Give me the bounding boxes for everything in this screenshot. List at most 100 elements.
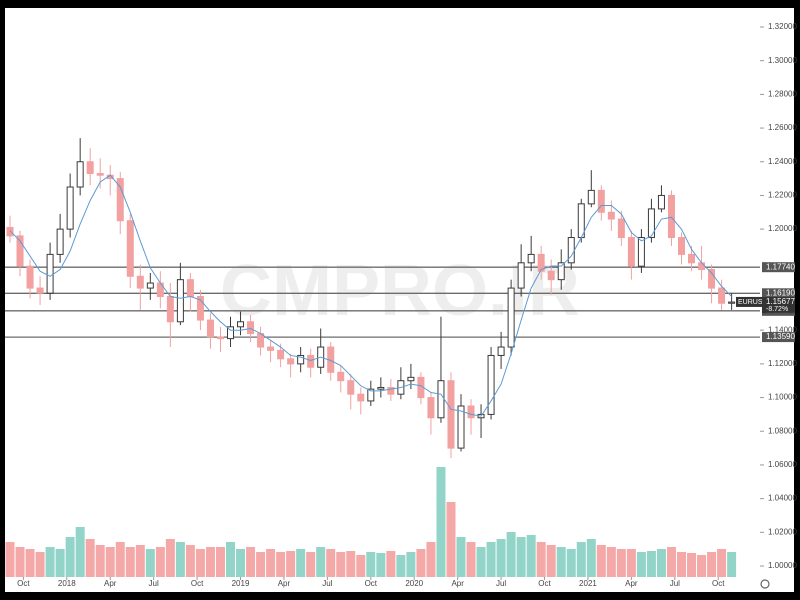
y-tick-label: 1.24000 [768,157,797,166]
volume-bar [95,545,105,577]
candle-body [657,194,665,210]
candle-body [708,269,716,289]
level-label-box [762,288,795,299]
candle-body [267,346,275,351]
volume-bar [396,555,406,577]
candle-body [427,397,435,419]
volume-bar [366,552,376,577]
x-tick-label: 2018 [58,579,76,588]
candle-body [647,208,655,239]
candle-body [367,388,375,402]
volume-bar [727,552,737,577]
x-tick-label: 2021 [579,579,597,588]
last-price-box [762,296,795,313]
volume-bar [626,549,636,577]
candle-body [226,326,234,340]
volume-bar [616,549,626,577]
candle-body [627,237,635,267]
x-tick-label: Oct [538,579,551,588]
candle-body [176,279,184,323]
x-tick-label: Oct [712,579,725,588]
candle-body [637,237,645,267]
y-tick-label: 1.14000 [768,325,797,334]
y-tick-label: 1.32000 [768,22,797,31]
level-label-box [762,332,795,343]
x-tick-label: Apr [625,579,638,588]
x-tick-label: Oct [191,579,204,588]
volume-bar [236,549,246,577]
candle-body [447,380,455,449]
volume-bar [115,542,125,577]
candle-body [116,178,124,222]
volume-bar [276,552,286,577]
volume-bar [556,547,566,577]
candle-body [166,296,174,323]
y-tick-label: 1.28000 [768,89,797,98]
volume-bar [175,542,185,577]
candle-body [86,161,94,175]
volume-bar [646,551,656,577]
last-price-label: 1.15677 [766,297,795,306]
x-tick-label: Jul [496,579,506,588]
level-label: 1.16190 [766,288,795,297]
volume-bar [456,537,466,577]
candle-body [527,253,535,264]
y-tick-label: 1.26000 [768,123,797,132]
volume-bar [526,535,536,577]
y-tick-label: 1.10000 [768,393,797,402]
volume-bar [576,542,586,577]
volume-bar [486,542,496,577]
candle-body [688,253,696,264]
candle-body [597,189,605,213]
candle-body [237,321,245,328]
volume-bar [306,552,316,577]
level-label: 1.17740 [766,262,795,271]
y-tick-label: 1.06000 [768,460,797,469]
y-tick-label: 1.12000 [768,359,797,368]
volume-bar [386,551,396,577]
volume-bar [586,539,596,577]
volume-bar [676,552,686,577]
candle-body [66,186,74,230]
watermark: CMPRO.IR [220,251,580,331]
gear[interactable] [760,579,770,589]
candle-body [507,287,515,348]
volume-bar [195,549,205,577]
candle-body [337,371,345,382]
y-tick-label: 1.20000 [768,224,797,233]
volume-bar [165,539,175,577]
volume-bar [145,549,155,577]
volume-bar [215,547,225,577]
change-label: -8.72% [766,306,788,313]
candle-body [457,405,465,449]
y-tick-label: 1.30000 [768,56,797,65]
candle-body [587,189,595,205]
volume-bar [416,549,426,577]
candle-body [347,380,355,395]
candle-body [257,333,265,348]
volume-bar [5,542,15,577]
x-tick-label: Oct [365,579,378,588]
y-tick-label: 1.08000 [768,426,797,435]
volume-bar [426,542,436,577]
candle-body [667,194,675,239]
volume-bar [446,502,456,577]
y-tick-label: 1.04000 [768,494,797,503]
volume-bar [125,547,135,577]
volume-bar [15,547,25,577]
chart-background [5,8,794,592]
volume-bar [205,547,215,577]
candle-body [718,287,726,304]
candle-body [728,301,736,304]
x-tick-label: Apr [104,579,117,588]
candle-body [557,262,565,281]
settings-icon[interactable] [760,579,770,589]
volume-bar [256,552,266,577]
volume-bar [506,532,516,577]
volume-bar [707,552,717,577]
volume-bar [155,547,165,577]
candle-body [407,376,415,382]
volume-bar [356,555,366,577]
